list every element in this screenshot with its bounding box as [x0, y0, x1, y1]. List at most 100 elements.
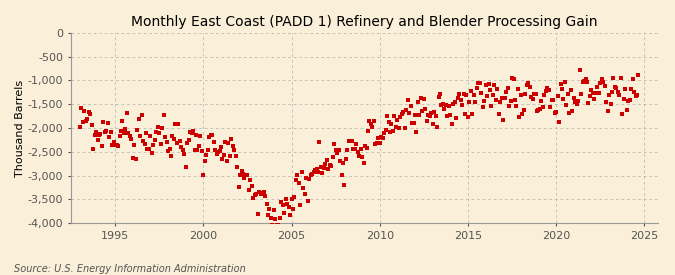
Point — [154, 131, 165, 135]
Point — [76, 106, 86, 111]
Point — [114, 133, 125, 138]
Point — [389, 114, 400, 118]
Point — [471, 86, 482, 90]
Point — [244, 188, 254, 192]
Point — [85, 111, 96, 116]
Point — [627, 76, 638, 81]
Point — [560, 80, 570, 84]
Point — [564, 111, 574, 115]
Point — [344, 139, 354, 143]
Point — [110, 143, 121, 147]
Point — [238, 172, 248, 176]
Point — [213, 150, 223, 154]
Point — [320, 162, 331, 166]
Point — [289, 195, 300, 199]
Point — [524, 85, 535, 89]
Point — [501, 90, 512, 94]
Point — [375, 141, 385, 145]
Point — [445, 113, 456, 118]
Point — [493, 112, 504, 116]
Point — [74, 125, 85, 129]
Point — [492, 86, 503, 91]
Point — [417, 109, 428, 114]
Point — [457, 103, 468, 108]
Point — [532, 109, 543, 113]
Point — [360, 144, 371, 148]
Point — [227, 144, 238, 148]
Point — [371, 141, 382, 145]
Point — [511, 103, 522, 108]
Point — [174, 139, 185, 143]
Point — [164, 147, 175, 151]
Point — [432, 124, 443, 129]
Point — [308, 170, 319, 174]
Point — [140, 131, 151, 136]
Point — [223, 141, 234, 145]
Point — [482, 94, 493, 98]
Point — [385, 130, 396, 134]
Point — [512, 87, 523, 91]
Point — [202, 147, 213, 152]
Point — [149, 138, 160, 142]
Point — [317, 171, 328, 175]
Point — [507, 76, 518, 80]
Point — [602, 109, 613, 113]
Point — [577, 80, 588, 84]
Point — [361, 146, 372, 150]
Point — [210, 147, 221, 152]
Point — [138, 139, 148, 143]
Point — [242, 172, 253, 177]
Point — [155, 141, 166, 146]
Point — [551, 110, 562, 114]
Point — [265, 215, 276, 220]
Point — [404, 111, 414, 116]
Point — [95, 132, 106, 137]
Point — [176, 145, 187, 149]
Point — [219, 153, 230, 157]
Point — [313, 170, 323, 174]
Point — [158, 113, 169, 117]
Point — [398, 109, 408, 114]
Point — [153, 125, 163, 129]
Point — [425, 113, 435, 118]
Point — [107, 143, 117, 147]
Point — [105, 130, 116, 134]
Point — [502, 86, 513, 90]
Point — [280, 197, 291, 201]
Point — [148, 142, 159, 147]
Point — [295, 203, 306, 208]
Point — [261, 202, 272, 207]
Point — [350, 147, 360, 152]
Point — [224, 154, 235, 158]
Point — [269, 208, 279, 213]
Point — [601, 100, 612, 104]
Point — [286, 197, 297, 201]
Point — [416, 96, 427, 100]
Point — [220, 140, 231, 144]
Point — [420, 107, 431, 111]
Point — [340, 157, 351, 162]
Point — [623, 98, 634, 103]
Point — [171, 141, 182, 145]
Point — [477, 105, 488, 110]
Point — [386, 122, 397, 126]
Point — [89, 133, 100, 138]
Point — [170, 122, 181, 126]
Point — [460, 111, 470, 116]
Point — [339, 182, 350, 187]
Point — [412, 100, 423, 105]
Point — [207, 133, 217, 138]
Point — [541, 89, 551, 94]
Point — [441, 103, 452, 107]
Point — [245, 177, 256, 182]
Point — [329, 142, 340, 146]
Point — [545, 105, 556, 109]
Point — [288, 206, 298, 211]
Point — [364, 119, 375, 123]
Point — [567, 109, 578, 113]
Point — [346, 139, 357, 144]
Point — [455, 98, 466, 102]
Point — [439, 107, 450, 111]
Point — [554, 120, 564, 125]
Point — [373, 136, 383, 140]
